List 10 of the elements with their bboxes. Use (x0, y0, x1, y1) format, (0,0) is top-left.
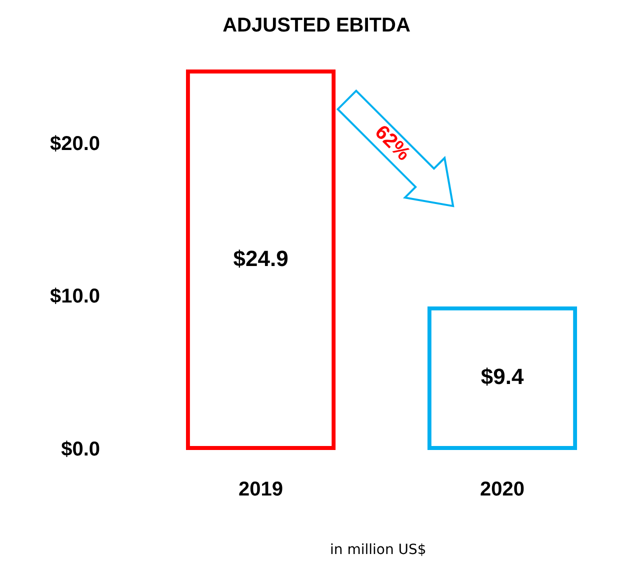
y-tick-label: $10.0 (50, 286, 100, 308)
text: in million US$ (330, 542, 426, 558)
x-tick-label: 2019 (238, 478, 284, 501)
x-tick-label: 2020 (480, 478, 525, 501)
annotation: 62% (370, 121, 414, 166)
data-label: $24.9 (233, 246, 288, 271)
y-tick-label: $20.0 (50, 132, 100, 155)
y-tick-label: $0.0 (61, 438, 100, 461)
chart-title: ADJUSTED EBITDA (222, 14, 410, 37)
data-label: $9.4 (480, 364, 524, 390)
